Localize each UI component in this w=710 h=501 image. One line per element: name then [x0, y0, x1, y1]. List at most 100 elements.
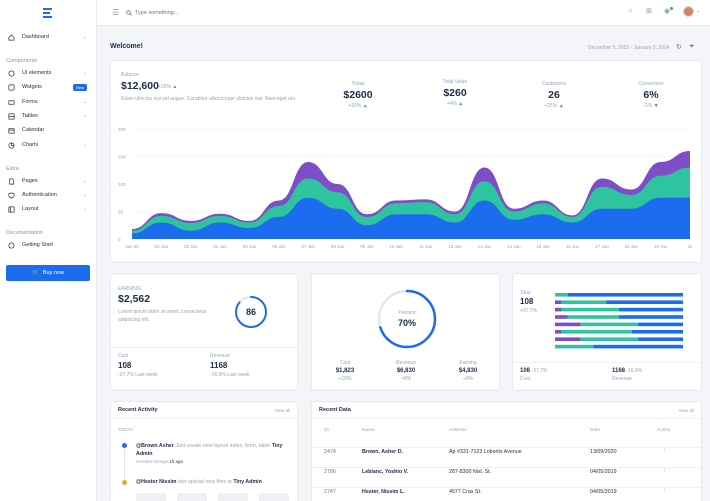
percent-card: Percent 70% Cost $1,823 +10% Revenue $6,…: [311, 273, 500, 391]
arrow-up-icon: ▲: [458, 101, 464, 107]
kpi-label: Today: [351, 81, 365, 87]
x-tick-label: 12 Jan: [448, 244, 462, 249]
earning-label: EARNING: [118, 286, 141, 292]
activity-target[interactable]: Tiny Admin: [233, 479, 262, 485]
chevron-down-icon: ⌄: [82, 192, 87, 198]
menu-toggle-icon[interactable]: ☰: [112, 8, 120, 17]
logo[interactable]: [42, 7, 54, 19]
chevron-down-icon: ⌄: [82, 113, 87, 119]
more-icon[interactable]: ⋮: [662, 448, 668, 454]
total-revenue-value: 1168: [612, 368, 626, 374]
date-range[interactable]: December 5, 2023 - January 3, 2024: [588, 45, 670, 51]
stat-change: +8%: [462, 376, 474, 382]
total-revenue: 1168 -16.9%: [612, 368, 642, 374]
bell-icon[interactable]: ◉: [664, 8, 671, 15]
sidebar-item-layout[interactable]: Layout ⌄: [8, 204, 90, 214]
activity-item: @Brown Asher Just create new layout inde…: [136, 442, 291, 466]
x-tick-label: 04 Jan: [213, 244, 227, 249]
table-row[interactable]: 2747 Hester, Nissim L. 4577 Cras St. 04/…: [312, 487, 701, 501]
column-header-id[interactable]: ID: [324, 428, 329, 433]
sidebar-item-forms[interactable]: Forms ⌄: [8, 97, 90, 107]
sidebar-item-ui-elements[interactable]: UI elements ⌄: [8, 68, 90, 78]
help-icon: [8, 242, 15, 249]
file-thumb[interactable]: [259, 493, 289, 501]
view-all-link[interactable]: View all: [678, 408, 694, 413]
sidebar-item-pages[interactable]: Pages ⌄: [8, 176, 90, 186]
arrow-down-icon: ▼: [653, 103, 659, 109]
layout-icon: [8, 206, 15, 213]
total-cost: 108 -37.7%: [520, 368, 547, 374]
chevron-down-icon: ⌄: [82, 99, 87, 105]
recent-activity-card: Recent Activity View all TODAY @Brown As…: [110, 401, 298, 501]
table-row[interactable]: 2474 Brown, Asher D. Ap #331-7123 Lobort…: [312, 447, 701, 461]
activity-user[interactable]: @Brown Asher: [136, 443, 174, 449]
x-tick-label: Jan 00: [125, 244, 139, 249]
kpi-value: $2600: [343, 89, 373, 101]
avatar[interactable]: [683, 6, 694, 17]
more-icon[interactable]: ⋮: [662, 468, 668, 474]
bar-segment-blue: [638, 322, 683, 327]
more-icon[interactable]: ⋮: [662, 488, 668, 494]
sidebar-item-getting-start[interactable]: Getting Start: [8, 240, 90, 250]
view-all-link[interactable]: View all: [274, 408, 290, 413]
chevron-down-icon[interactable]: ⌄: [696, 8, 701, 14]
y-tick-label: 150: [118, 155, 126, 160]
file-thumb[interactable]: [136, 493, 166, 501]
x-tick-label: 19 Jan: [654, 244, 668, 249]
sidebar-item-authentication[interactable]: Authentication ⌄: [8, 190, 90, 200]
kpi-total-value: Total Value $260 +4% ▲: [430, 79, 480, 107]
chevron-down-icon: ⌄: [82, 178, 87, 184]
table-header: ID Name Address Date Action: [312, 428, 701, 442]
bar-segment-green: [567, 315, 619, 319]
x-tick-label: 1k: [688, 244, 694, 249]
file-thumb[interactable]: [218, 493, 248, 501]
sidebar: Dashboard ⌄ Components UI elements ⌄ Wid…: [0, 0, 97, 501]
sidebar-item-dashboard[interactable]: Dashboard ⌄: [8, 32, 90, 42]
topbar: ☰ ☼ ⊞ ◉ ⌄: [97, 0, 710, 26]
search-input[interactable]: [135, 7, 295, 19]
refresh-icon[interactable]: ↻: [676, 44, 682, 51]
revenue-label: Revenue: [210, 353, 231, 359]
sidebar-item-label: Dashboard: [22, 34, 49, 40]
x-tick-label: 17 Jan: [595, 244, 609, 249]
new-badge: New: [72, 83, 87, 91]
activity-item: @Hester Nissim has upload new files to T…: [136, 478, 291, 486]
column-header-action[interactable]: Action: [657, 428, 671, 433]
sidebar-item-tables[interactable]: Tables ⌄: [8, 111, 90, 121]
revenue-value: 1168: [210, 361, 228, 370]
sidebar-item-label: Tables: [22, 113, 38, 119]
earning-ring-value: 86: [245, 307, 256, 317]
sidebar-section-components: Components: [6, 58, 38, 64]
file-thumb[interactable]: [177, 493, 207, 501]
activity-text: has upload new files to: [176, 479, 234, 485]
ring-progress: [235, 296, 267, 328]
x-tick-label: 14 Jan: [507, 244, 521, 249]
bar-segment-green: [555, 344, 594, 349]
percent-label: Percent: [398, 310, 416, 316]
widget-icon: [8, 84, 15, 91]
x-tick-label: 05 Jan: [243, 244, 257, 249]
arrow-up-icon: ▲: [362, 103, 368, 109]
sidebar-item-widgets[interactable]: Widgets New: [8, 82, 90, 92]
theme-icon[interactable]: ☼: [627, 7, 634, 14]
stat-label: Cost: [339, 360, 351, 366]
divider: [312, 418, 701, 419]
stat-label: Earning: [459, 360, 477, 366]
table-row[interactable]: 2786 Leblanc, Yoshio V. 287-8300 Nisl. S…: [312, 467, 701, 481]
sidebar-item-charts[interactable]: Charts ⌄: [8, 140, 90, 150]
column-header-name[interactable]: Name: [362, 428, 375, 433]
cell-name: Brown, Asher D.: [362, 449, 404, 455]
filter-icon[interactable]: ⏷: [689, 43, 695, 50]
column-header-date[interactable]: Date: [590, 428, 601, 433]
cell-id: 2747: [324, 489, 336, 495]
activity-target[interactable]: Tiny Admin: [136, 443, 283, 457]
buy-now-button[interactable]: 🛒 Buy now: [6, 265, 90, 281]
activity-user[interactable]: @Hester Nissim: [136, 479, 177, 485]
stat-value: $4,830: [458, 368, 478, 374]
percent-value: 70%: [397, 318, 416, 328]
x-tick-label: 11 Jan: [419, 244, 433, 249]
grid-icon[interactable]: ⊞: [646, 8, 652, 15]
sidebar-item-calendar[interactable]: Calendar: [8, 125, 90, 135]
column-header-address[interactable]: Address: [449, 428, 467, 433]
kpi-change-text: +20%: [348, 103, 362, 109]
